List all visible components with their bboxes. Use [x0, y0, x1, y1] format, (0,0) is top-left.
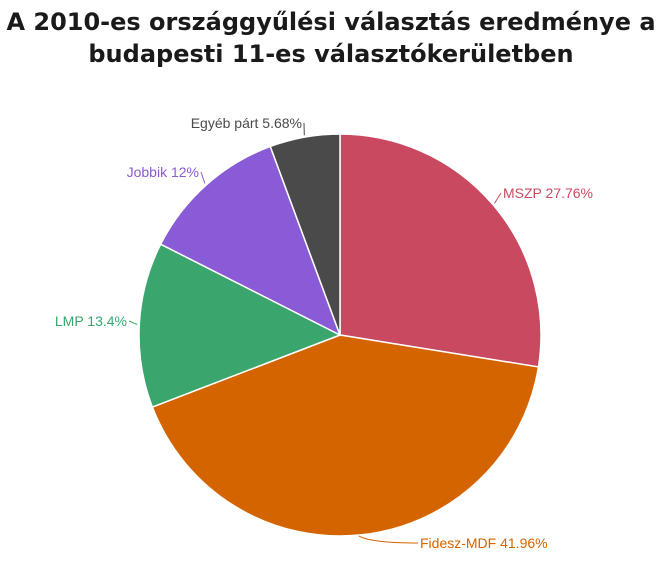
pie-labels: MSZP 27.76% Fidesz-MDF 41.96% LMP 13.4% Job… [55, 115, 593, 551]
pie-slice-2 [138, 243, 342, 408]
pie-leader-line-2 [128, 320, 138, 326]
pie-slice-label-0: MSZP 27.76% [503, 185, 593, 201]
pie-slice-4 [269, 133, 341, 336]
pie-slice-1 [151, 334, 540, 537]
chart-title-line-1: A 2010-es országgyűlési választás eredmé… [6, 8, 656, 36]
pie-slice-label-3: Jobbik 12% [127, 164, 199, 180]
pie-slices [138, 133, 542, 537]
pie-leader-line-1 [358, 535, 419, 544]
pie-leader-line-0 [494, 192, 502, 204]
pie-slice-label-2: LMP 13.4% [55, 313, 127, 329]
pie-slice-3 [159, 145, 342, 337]
pie-leader-line-3 [200, 171, 206, 184]
pie-slice-0 [339, 133, 542, 368]
chart-title: A 2010-es országgyűlési választás eredmé… [0, 6, 662, 70]
chart-title-line-2: budapesti 11-es választókerületben [88, 40, 574, 68]
pie-slice-label-4: Egyéb párt 5.68% [191, 115, 302, 131]
pie-slice-label-1: Fidesz-MDF 41.96% [420, 535, 548, 551]
